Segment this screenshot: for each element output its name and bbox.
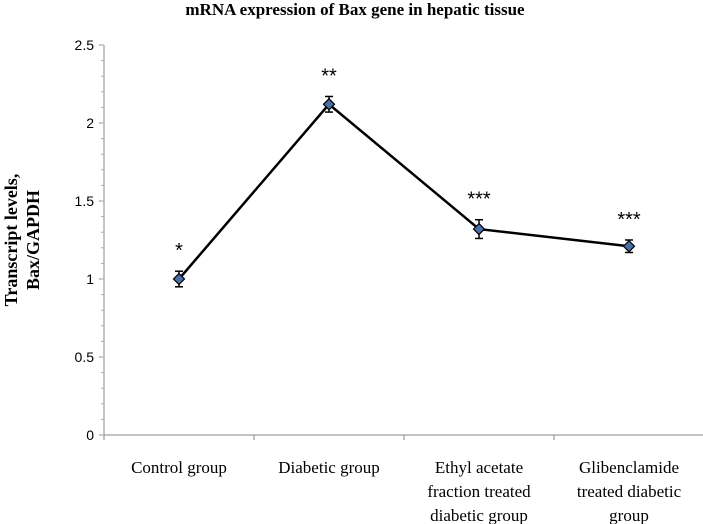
series-line (178, 102, 630, 280)
y-tick-label: 1 (86, 271, 94, 287)
axes (103, 45, 703, 436)
y-axis-label: Transcript levels, Bax/GAPDH (1, 174, 43, 307)
y-tick-label: 2.5 (75, 37, 95, 53)
y-tick-label: 0.5 (75, 349, 95, 365)
x-tick-label: Control group (131, 458, 227, 477)
series: ********* (172, 65, 641, 288)
data-point (322, 97, 336, 111)
y-tick-label: 0 (86, 427, 94, 443)
significance-label: *** (617, 209, 641, 231)
data-point (472, 222, 486, 236)
y-tick-label: 2 (86, 115, 94, 131)
x-tick-label: Diabetic group (278, 458, 380, 477)
y-axis-label-line: Transcript levels, (1, 174, 21, 307)
data-point (622, 239, 636, 253)
data-point (172, 272, 186, 286)
chart-title: mRNA expression of Bax gene in hepatic t… (185, 0, 525, 19)
y-axis-label-line: Bax/GAPDH (23, 190, 43, 290)
x-tick-label: Glibenclamide treated diabetic group (577, 458, 682, 524)
x-categories: Control group Diabetic group Ethyl acetate… (131, 458, 682, 524)
y-ticks: 0 0.5 1 1.5 2 2.5 (75, 37, 555, 443)
significance-label: * (175, 240, 183, 262)
significance-label: *** (467, 189, 491, 211)
significance-label: ** (321, 65, 337, 87)
y-tick-label: 1.5 (75, 193, 95, 209)
x-tick-label: Ethyl acetate fraction treated diabetic gr… (427, 458, 531, 524)
